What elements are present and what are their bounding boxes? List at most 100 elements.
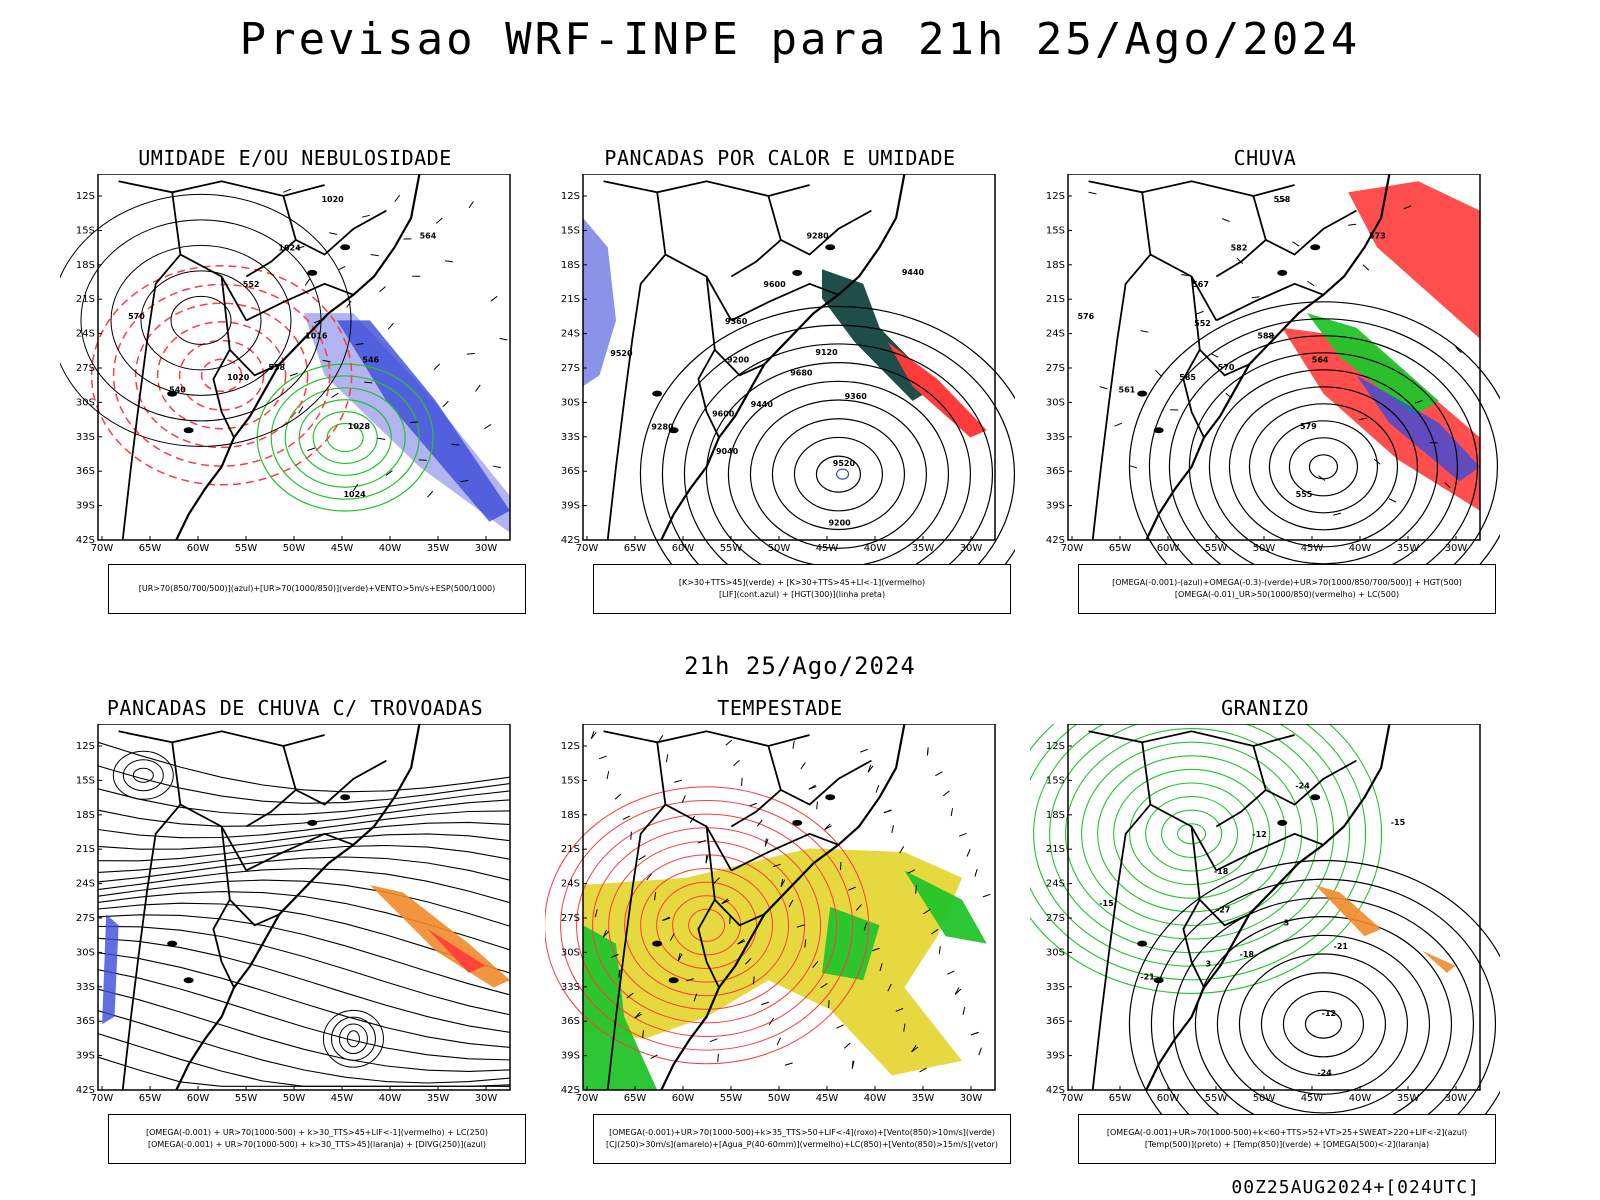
y-tick-label: 24S: [1046, 329, 1065, 340]
lc850-contour: [560, 800, 854, 1051]
legend-line: [OMEGA(-0.001)+UR>70(1000-500)+k>35_TTS>…: [609, 1128, 995, 1137]
wind-vector: [1266, 334, 1275, 338]
wind-vector: [1388, 498, 1397, 503]
y-tick-label: 15S: [561, 225, 580, 236]
state-border: [1190, 826, 1250, 927]
legend-line: [LIF](cont.azul) + [HGT(300)](linha pret…: [718, 590, 886, 599]
lake: [652, 940, 663, 947]
lake: [668, 977, 679, 984]
wind-vector: [337, 265, 346, 271]
thickness-contour: [90, 265, 353, 486]
state-border: [656, 742, 733, 871]
x-tick-label: 45W: [331, 543, 354, 554]
wind-vector: [307, 447, 316, 451]
wind-vector: [1362, 264, 1370, 271]
lake: [167, 390, 178, 397]
contour-label: 558: [268, 363, 285, 372]
x-tick-label: 45W: [816, 543, 839, 554]
y-tick-label: 15S: [76, 775, 95, 786]
wind-vector: [800, 762, 806, 770]
contour-label: 579: [1300, 422, 1317, 431]
x-tick-label: 40W: [379, 543, 402, 554]
wind-vector: [855, 904, 862, 911]
wind-vector: [733, 759, 740, 766]
contour-label: 570: [1218, 363, 1235, 372]
contour-label: 1028: [348, 422, 371, 431]
wind-vector: [499, 338, 508, 341]
temp500-contour: [1150, 878, 1496, 1114]
y-tick-label: 33S: [76, 982, 95, 993]
contour-label: -21: [1334, 942, 1349, 951]
contour-label: 3: [1284, 918, 1290, 927]
wind-vector: [289, 372, 298, 377]
x-tick-label: 55W: [235, 1093, 258, 1104]
wind-vector: [442, 400, 449, 408]
contour-label: 564: [1312, 355, 1329, 364]
wind-vector: [460, 479, 469, 483]
contour-label: 9440: [902, 268, 925, 277]
wind-vector: [606, 771, 610, 780]
contour-label: 9360: [845, 392, 868, 401]
x-tick-label: 45W: [1301, 543, 1324, 554]
panel-title: PANCADAS DE CHUVA C/ TROVOADAS: [106, 696, 484, 720]
wind-vector: [654, 892, 657, 901]
wind-vector: [370, 254, 379, 257]
contour-label: 9200: [727, 356, 750, 365]
streamline: [97, 937, 511, 1033]
x-tick-label: 60W: [1157, 1093, 1180, 1104]
lc850-contour: [545, 786, 870, 1065]
contour-label: 555: [1296, 490, 1313, 499]
temp850-contour: [1030, 724, 1383, 994]
wind-vector: [1099, 386, 1108, 390]
wind-vector: [705, 855, 709, 864]
rain-fill-vermelho: [1348, 181, 1480, 339]
contour-label: 1024: [343, 490, 366, 499]
x-tick-label: 35W: [912, 1093, 935, 1104]
state-border: [767, 195, 872, 256]
x-tick-label: 30W: [475, 543, 498, 554]
contour-label: -18: [1214, 867, 1229, 876]
wind-vector: [863, 922, 867, 931]
contour-label: 9440: [751, 400, 774, 409]
x-tick-label: 70W: [1061, 1093, 1084, 1104]
hgt300-contour: [793, 436, 884, 512]
state-border: [1252, 195, 1357, 256]
x-tick-label: 45W: [1301, 1093, 1324, 1104]
map-granizo: 3 3 -12 -12 -15 -15 -18 -18 -21 -21 -24 -24 -27 12S 15…: [1030, 724, 1500, 1114]
contour-label: 552: [1194, 319, 1211, 328]
coastline: [660, 174, 906, 541]
rain-fill-verde: [1307, 313, 1439, 416]
y-tick-label: 36S: [561, 1016, 580, 1027]
panel-legend: [OMEGA(-0.001)-(azul)+OMEGA(-0.3)-(verde…: [1078, 564, 1496, 614]
y-tick-label: 42S: [561, 1085, 580, 1096]
wind-vector: [836, 1024, 844, 1029]
legend-line: [Temp(500)](preto) + [Temp(850)](verde) …: [1144, 1140, 1430, 1149]
wind-vector: [737, 938, 745, 945]
y-tick-label: 12S: [1046, 191, 1065, 202]
contour-label: 9360: [725, 317, 748, 326]
isobar: [140, 270, 262, 371]
wind-vector: [788, 899, 794, 908]
x-tick-label: 35W: [1397, 1093, 1420, 1104]
y-tick-label: 42S: [561, 535, 580, 546]
wind-vector: [804, 939, 807, 948]
wind-vector: [331, 392, 339, 399]
wind-vector: [796, 924, 805, 928]
wind-vector: [717, 1053, 719, 1062]
state-border: [730, 239, 782, 278]
y-tick-label: 42S: [1046, 535, 1065, 546]
wind-vector: [490, 295, 498, 302]
wind-vector: [816, 801, 818, 810]
streamline: [97, 969, 511, 1061]
hgt500-contour: [1288, 437, 1359, 497]
wind-vector: [377, 437, 386, 440]
temp850-contour: [1145, 796, 1239, 872]
hgt500-contour: [1248, 403, 1399, 531]
wind-vector: [879, 963, 883, 972]
wind-vector: [784, 1062, 793, 1066]
wind-vector: [1225, 392, 1233, 399]
contour-label: 1020: [227, 373, 250, 382]
state-border: [1091, 253, 1152, 541]
y-tick-label: 39S: [561, 1051, 580, 1062]
